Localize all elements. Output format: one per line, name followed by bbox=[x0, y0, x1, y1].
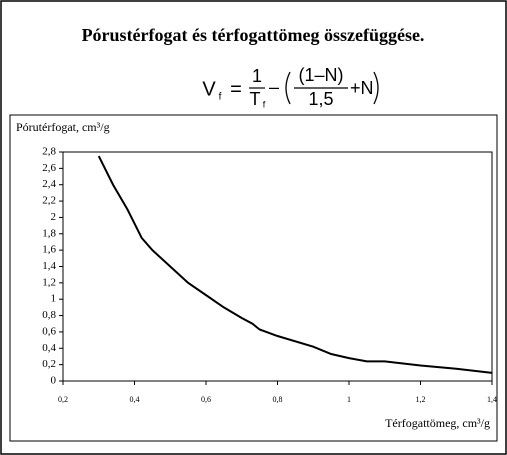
chart-title: Pórustérfogat és térfogattömeg összefügg… bbox=[82, 25, 425, 45]
formula-text: – bbox=[269, 77, 279, 97]
y-tick-label: 1 bbox=[51, 293, 57, 305]
x-tick-label: 1 bbox=[347, 395, 351, 404]
bracket bbox=[373, 71, 379, 105]
y-tick-label: 0 bbox=[51, 375, 57, 387]
y-tick-label: 2,2 bbox=[42, 195, 56, 207]
y-tick-label: 0,2 bbox=[42, 358, 56, 370]
formula-text: +N bbox=[350, 78, 374, 98]
bracket bbox=[285, 71, 291, 105]
y-tick-label: 0,4 bbox=[42, 342, 56, 354]
x-tick-label: 0,4 bbox=[130, 395, 140, 404]
y-tick-label: 0,6 bbox=[42, 325, 56, 337]
formula-text: = bbox=[230, 78, 242, 100]
x-tick-label: 0,2 bbox=[58, 395, 68, 404]
y-tick-label: 1,2 bbox=[42, 276, 56, 288]
x-tick-label: 1,4 bbox=[487, 395, 497, 404]
y-tick-label: 2,8 bbox=[42, 146, 56, 158]
formula-text: 1,5 bbox=[308, 89, 333, 109]
x-tick-label: 1,2 bbox=[416, 395, 426, 404]
formula-text: T bbox=[250, 89, 261, 109]
y-tick-label: 2,6 bbox=[42, 162, 56, 174]
chart-frame bbox=[9, 114, 498, 442]
y-axis-label: Pórutérfogat, cm³/g bbox=[16, 120, 110, 134]
formula-text: V bbox=[202, 78, 216, 100]
y-tick-label: 1,4 bbox=[42, 260, 56, 272]
y-tick-label: 2 bbox=[51, 211, 57, 223]
data-line bbox=[97, 155, 493, 374]
formula-text: 1 bbox=[252, 66, 262, 86]
formula-text: (1–N) bbox=[298, 65, 343, 85]
x-axis-label: Térfogattömeg, cm³/g bbox=[385, 416, 490, 430]
y-tick-label: 1,6 bbox=[42, 244, 56, 256]
y-tick-label: 1,8 bbox=[42, 227, 56, 239]
y-tick-label: 2,4 bbox=[42, 178, 56, 190]
x-tick-label: 0,6 bbox=[201, 395, 211, 404]
y-tick-label: 0,8 bbox=[42, 309, 56, 321]
x-tick-label: 0,8 bbox=[273, 395, 283, 404]
formula-text: f bbox=[263, 99, 266, 109]
formula-text: f bbox=[219, 92, 222, 103]
formula: V f = 1 T f – (1–N) 1,5 +N bbox=[202, 65, 379, 109]
